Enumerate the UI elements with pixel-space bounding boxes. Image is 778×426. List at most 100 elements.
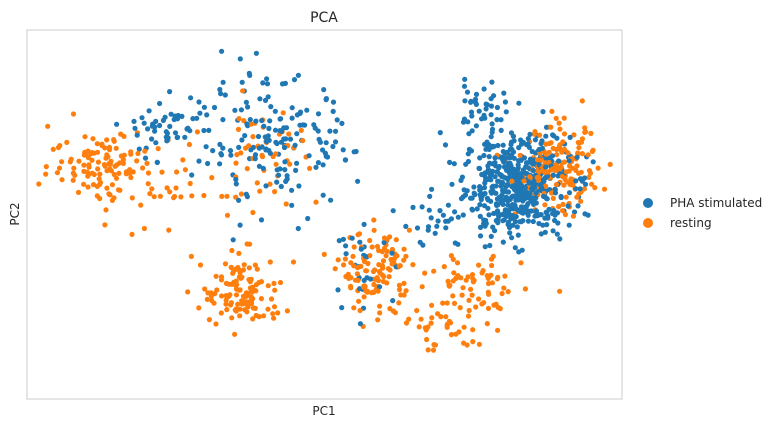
point-resting xyxy=(103,207,109,213)
point-resting xyxy=(102,222,108,228)
point-pha-stimulated xyxy=(335,287,341,293)
point-pha-stimulated xyxy=(482,223,488,229)
point-pha-stimulated xyxy=(489,121,495,127)
point-pha-stimulated xyxy=(437,208,443,214)
point-pha-stimulated xyxy=(289,115,295,121)
point-pha-stimulated xyxy=(263,183,269,189)
point-resting xyxy=(589,148,596,154)
point-pha-stimulated xyxy=(498,182,505,188)
point-pha-stimulated xyxy=(533,190,539,196)
point-pha-stimulated xyxy=(486,212,492,218)
point-pha-stimulated xyxy=(495,212,501,218)
point-resting xyxy=(585,152,591,158)
point-resting xyxy=(82,134,88,140)
point-resting xyxy=(424,336,430,343)
point-pha-stimulated xyxy=(281,125,287,131)
point-resting xyxy=(406,227,412,233)
point-pha-stimulated xyxy=(483,101,489,107)
point-pha-stimulated xyxy=(532,137,539,143)
point-pha-stimulated xyxy=(501,164,508,170)
point-pha-stimulated xyxy=(493,183,499,189)
point-resting xyxy=(108,158,114,164)
point-pha-stimulated xyxy=(196,99,202,105)
point-pha-stimulated xyxy=(488,134,494,140)
point-pha-stimulated xyxy=(511,155,517,161)
point-resting xyxy=(479,301,485,307)
point-resting xyxy=(473,304,479,310)
point-pha-stimulated xyxy=(533,150,539,156)
point-pha-stimulated xyxy=(211,104,218,111)
point-resting xyxy=(380,258,387,264)
point-pha-stimulated xyxy=(511,138,517,144)
point-resting xyxy=(206,317,212,323)
point-pha-stimulated xyxy=(361,277,367,283)
point-resting xyxy=(422,270,428,276)
point-resting xyxy=(267,181,273,187)
point-resting xyxy=(444,324,450,330)
point-pha-stimulated xyxy=(519,170,525,176)
point-resting xyxy=(232,266,238,272)
point-resting xyxy=(277,279,284,286)
point-resting xyxy=(553,182,560,188)
point-pha-stimulated xyxy=(500,142,506,148)
point-resting xyxy=(235,301,241,307)
point-resting xyxy=(236,250,242,256)
point-resting xyxy=(521,178,527,184)
point-pha-stimulated xyxy=(473,101,479,107)
point-pha-stimulated xyxy=(487,173,494,179)
point-pha-stimulated xyxy=(188,95,194,101)
point-pha-stimulated xyxy=(152,128,158,134)
point-pha-stimulated xyxy=(189,172,195,178)
point-resting xyxy=(91,150,97,156)
point-pha-stimulated xyxy=(566,158,572,164)
point-resting xyxy=(218,310,224,316)
point-resting xyxy=(489,262,495,269)
point-resting xyxy=(459,292,465,298)
point-resting xyxy=(180,157,186,163)
point-pha-stimulated xyxy=(552,190,559,196)
point-resting xyxy=(372,267,378,273)
point-resting xyxy=(147,191,153,197)
point-pha-stimulated xyxy=(425,224,432,230)
point-resting xyxy=(428,320,434,326)
point-resting xyxy=(450,293,456,299)
point-pha-stimulated xyxy=(590,159,596,165)
point-resting xyxy=(272,287,278,293)
point-resting xyxy=(271,280,277,286)
point-resting xyxy=(226,281,232,287)
point-pha-stimulated xyxy=(217,161,223,167)
point-pha-stimulated xyxy=(566,190,573,196)
point-pha-stimulated xyxy=(204,112,210,118)
point-pha-stimulated xyxy=(582,181,589,187)
point-pha-stimulated xyxy=(182,134,188,140)
point-pha-stimulated xyxy=(258,217,265,223)
point-resting xyxy=(335,257,341,263)
point-resting xyxy=(224,193,230,199)
point-pha-stimulated xyxy=(256,145,262,151)
point-resting xyxy=(416,324,422,330)
point-resting xyxy=(364,289,370,295)
point-resting xyxy=(493,301,499,307)
point-pha-stimulated xyxy=(340,147,346,153)
point-resting xyxy=(250,305,256,311)
point-pha-stimulated xyxy=(185,125,191,131)
point-pha-stimulated xyxy=(543,133,549,139)
point-pha-stimulated xyxy=(469,113,475,119)
point-resting xyxy=(70,177,76,183)
point-resting xyxy=(553,115,559,121)
point-resting xyxy=(224,212,231,218)
point-resting xyxy=(476,341,482,347)
point-pha-stimulated xyxy=(157,100,163,107)
point-pha-stimulated xyxy=(524,203,530,209)
point-resting xyxy=(348,283,354,289)
point-pha-stimulated xyxy=(455,214,461,220)
point-pha-stimulated xyxy=(482,180,488,186)
point-pha-stimulated xyxy=(476,165,482,171)
point-pha-stimulated xyxy=(525,136,531,142)
point-resting xyxy=(367,237,373,244)
point-resting xyxy=(398,292,404,298)
point-pha-stimulated xyxy=(507,230,513,236)
point-pha-stimulated xyxy=(256,163,262,169)
point-resting xyxy=(556,146,563,152)
point-pha-stimulated xyxy=(502,99,508,105)
